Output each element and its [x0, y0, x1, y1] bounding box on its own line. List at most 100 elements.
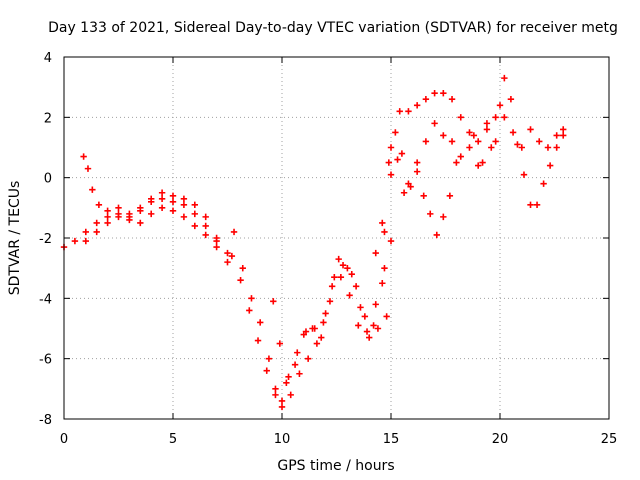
- series-track-7: [372, 114, 567, 257]
- data-point: [357, 304, 364, 311]
- data-point: [553, 132, 560, 139]
- data-point: [294, 349, 301, 356]
- data-point: [137, 204, 144, 212]
- data-point: [180, 201, 188, 209]
- data-point: [126, 210, 133, 218]
- data-point: [352, 283, 360, 290]
- data-point: [326, 298, 334, 305]
- data-point: [448, 96, 456, 103]
- data-point: [296, 370, 303, 377]
- data-point: [431, 120, 438, 127]
- data-point: [387, 237, 395, 245]
- data-point: [492, 138, 499, 145]
- data-point: [335, 255, 342, 263]
- y-tick-label: -2: [39, 232, 52, 247]
- data-point: [363, 328, 371, 335]
- data-point: [475, 138, 482, 145]
- data-point: [104, 207, 111, 215]
- plot-frame: [63, 56, 610, 420]
- data-point: [191, 210, 198, 218]
- data-point: [248, 295, 255, 302]
- data-point: [446, 192, 454, 199]
- data-point: [344, 264, 351, 272]
- y-tick-labels: -8 -6 -4 -2 0 2 4: [39, 51, 52, 428]
- data-point: [509, 129, 517, 136]
- data-point: [246, 307, 253, 314]
- data-point: [263, 367, 270, 374]
- data-point: [137, 219, 144, 227]
- data-point: [322, 310, 329, 317]
- data-point: [355, 322, 362, 329]
- data-point: [433, 231, 440, 239]
- data-point: [224, 249, 231, 257]
- data-point: [169, 198, 177, 205]
- data-point: [80, 153, 87, 160]
- data-point: [331, 274, 338, 281]
- data-point: [158, 204, 166, 212]
- data-point: [501, 74, 508, 82]
- data-point: [309, 325, 316, 332]
- x-tick-label: 15: [383, 432, 400, 447]
- data-point: [348, 271, 355, 278]
- series-track-10: [470, 74, 567, 209]
- data-point: [93, 228, 100, 236]
- series-track-9: [387, 90, 499, 151]
- data-point: [257, 319, 264, 326]
- data-point: [202, 231, 209, 239]
- data-point: [265, 355, 273, 362]
- y-tick-label: -4: [39, 292, 52, 307]
- data-point: [381, 264, 388, 272]
- data-point: [420, 192, 427, 199]
- data-point: [466, 129, 473, 136]
- data-point: [540, 180, 547, 187]
- data-point: [544, 144, 552, 151]
- data-point: [237, 277, 244, 284]
- series-track-2: [80, 153, 220, 242]
- data-point: [213, 243, 220, 251]
- data-point: [483, 126, 491, 133]
- series-track-1: [60, 195, 231, 257]
- data-point: [546, 162, 554, 169]
- data-point: [328, 283, 336, 290]
- data-point: [560, 126, 567, 133]
- data-point: [479, 159, 486, 166]
- data-point: [93, 219, 100, 227]
- data-point: [381, 228, 388, 236]
- data-point: [501, 114, 508, 121]
- y-axis-label: SDTVAR / TECUs: [7, 181, 23, 296]
- data-point: [457, 153, 464, 160]
- data-point: [337, 274, 345, 281]
- data-point: [383, 313, 390, 320]
- data-point: [180, 195, 188, 202]
- data-point: [370, 322, 377, 329]
- data-point: [413, 159, 421, 166]
- data-point: [313, 340, 321, 347]
- data-point: [492, 114, 499, 121]
- y-tick-label: 4: [44, 51, 52, 66]
- data-point: [278, 397, 286, 405]
- y-tick-label: -6: [39, 353, 52, 368]
- data-point: [470, 132, 478, 139]
- data-point: [366, 334, 373, 341]
- data-point: [191, 222, 198, 230]
- data-point: [405, 108, 412, 115]
- data-point: [453, 159, 460, 166]
- data-point: [318, 334, 325, 341]
- data-point: [224, 258, 231, 266]
- data-point: [202, 213, 209, 221]
- data-point: [387, 144, 395, 151]
- data-point: [287, 391, 294, 399]
- data-point: [230, 228, 238, 236]
- series-track-4: [230, 228, 390, 411]
- data-point: [407, 183, 414, 190]
- data-point: [339, 261, 347, 269]
- data-point: [104, 219, 111, 227]
- data-point: [95, 201, 103, 209]
- data-point: [202, 222, 209, 230]
- data-point: [379, 280, 386, 287]
- data-point: [507, 96, 515, 103]
- data-point: [115, 213, 122, 221]
- data-point: [488, 144, 495, 151]
- data-point: [536, 138, 543, 145]
